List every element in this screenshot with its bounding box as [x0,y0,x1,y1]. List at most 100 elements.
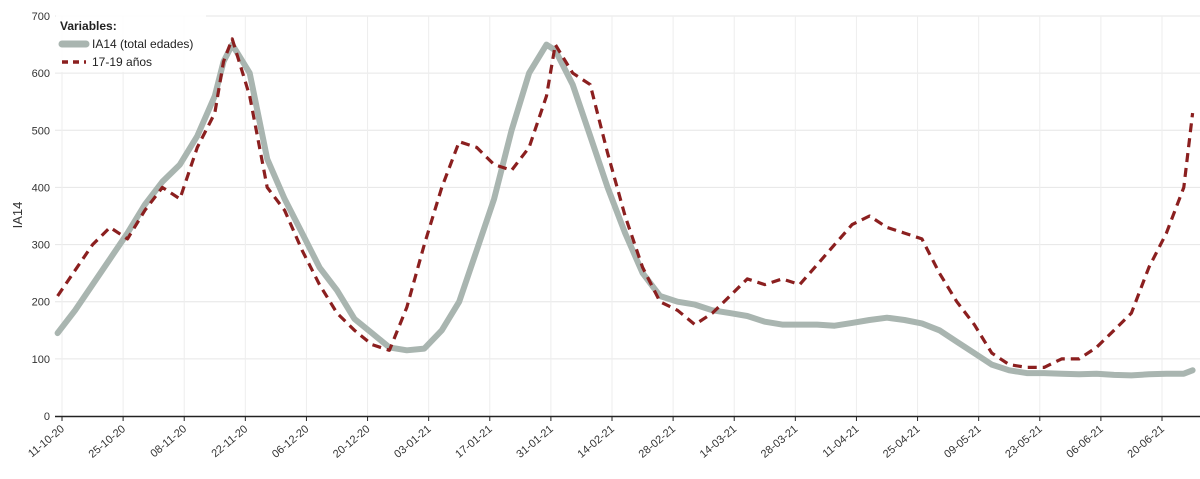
data-point-17-19 [555,44,557,46]
gridlines [55,15,1200,416]
data-point-17-19 [694,324,696,326]
x-tick-label: 25-04-21 [881,423,922,461]
data-point-ia14 [764,321,766,323]
data-point-ia14 [904,319,906,321]
x-tick-label: 14-03-21 [698,423,739,461]
data-point-17-19 [1148,267,1150,269]
data-point-17-19 [991,352,993,354]
data-point-17-19 [869,215,871,217]
x-tick-label: 17-01-21 [453,423,494,461]
data-point-ia14 [974,352,976,354]
data-point-ia14 [511,130,513,132]
data-point-17-19 [231,38,233,40]
data-point-17-19 [144,210,146,212]
data-point-ia14 [624,232,626,234]
data-point-17-19 [92,244,94,246]
data-point-17-19 [729,295,731,297]
data-point-17-19 [1061,358,1063,360]
data-point-ia14 [476,250,478,252]
data-point-ia14 [266,158,268,160]
data-point-17-19 [127,238,129,240]
y-axis-tick-labels: 0 100 200 300 400 500 600 700 [32,11,50,423]
data-point-ia14 [1113,374,1115,376]
data-point-ia14 [1043,372,1045,374]
data-point-ia14 [214,95,216,97]
data-point-17-19 [1113,330,1115,332]
data-point-ia14 [1148,374,1150,376]
data-point-17-19 [816,264,818,266]
data-point-ia14 [694,304,696,306]
data-point-17-19 [197,147,199,149]
data-point-ia14 [589,135,591,137]
data-point-17-19 [109,227,111,229]
y-tick-label: 300 [32,240,50,252]
data-point-17-19 [677,310,679,312]
data-point-17-19 [1131,312,1133,314]
data-point-ia14 [57,332,59,334]
x-tick-label: 20-06-21 [1125,423,1166,461]
data-point-ia14 [729,312,731,314]
data-point-ia14 [371,332,373,334]
data-point-17-19 [214,112,216,114]
x-tick-label: 08-11-20 [148,423,189,460]
data-point-17-19 [74,270,76,272]
data-point-ia14 [991,364,993,366]
data-point-ia14 [781,324,783,326]
data-point-17-19 [939,272,941,274]
data-point-17-19 [1096,347,1098,349]
data-point-ia14 [1183,373,1185,375]
data-point-ia14 [1131,375,1133,377]
data-point-ia14 [528,72,530,74]
data-point-ia14 [886,317,888,319]
data-point-ia14 [921,323,923,325]
legend: Variables: IA14 (total edades) 17-19 año… [56,14,206,72]
data-point-ia14 [197,135,199,137]
data-point-ia14 [1061,373,1063,375]
legend-label-17-19: 17-19 años [92,55,152,69]
data-point-ia14 [956,341,958,343]
data-point-17-19 [266,187,268,189]
data-point-ia14 [127,232,129,234]
data-point-17-19 [441,187,443,189]
x-tick-label: 09-05-21 [942,423,983,461]
data-point-17-19 [886,227,888,229]
data-point-ia14 [424,348,426,350]
data-point-ia14 [406,350,408,352]
series-lines [54,37,1196,379]
data-point-ia14 [109,258,111,260]
data-point-ia14 [458,301,460,303]
data-point-17-19 [956,301,958,303]
data-point-17-19 [389,350,391,352]
data-point-ia14 [799,324,801,326]
series-line-17-19 [56,37,1195,369]
y-axis-title: IA14 [10,202,25,229]
data-point-17-19 [747,278,749,280]
y-tick-label: 200 [32,297,50,309]
data-point-ia14 [677,301,679,303]
y-tick-label: 500 [32,125,50,137]
data-point-17-19 [336,312,338,314]
data-point-17-19 [319,284,321,286]
data-point-17-19 [974,324,976,326]
x-tick-label: 23-05-21 [1003,423,1044,461]
data-point-17-19 [1026,367,1028,369]
x-tick-label: 14-02-21 [575,423,616,461]
data-point-17-19 [659,301,661,303]
data-point-17-19 [162,187,164,189]
data-point-17-19 [589,84,591,86]
data-point-17-19 [851,224,853,226]
data-point-ia14 [747,315,749,317]
data-point-17-19 [354,330,356,332]
x-tick-label: 06-06-21 [1064,423,1105,461]
x-tick-label: 31-01-21 [514,423,555,461]
data-point-ia14 [336,290,338,292]
y-tick-label: 400 [32,182,50,194]
data-point-17-19 [1183,187,1185,189]
x-tick-label: 28-03-21 [759,423,800,461]
data-point-ia14 [1192,370,1194,372]
data-point-ia14 [301,232,303,234]
data-point-ia14 [572,84,574,86]
data-point-17-19 [511,170,513,172]
data-point-17-19 [424,244,426,246]
